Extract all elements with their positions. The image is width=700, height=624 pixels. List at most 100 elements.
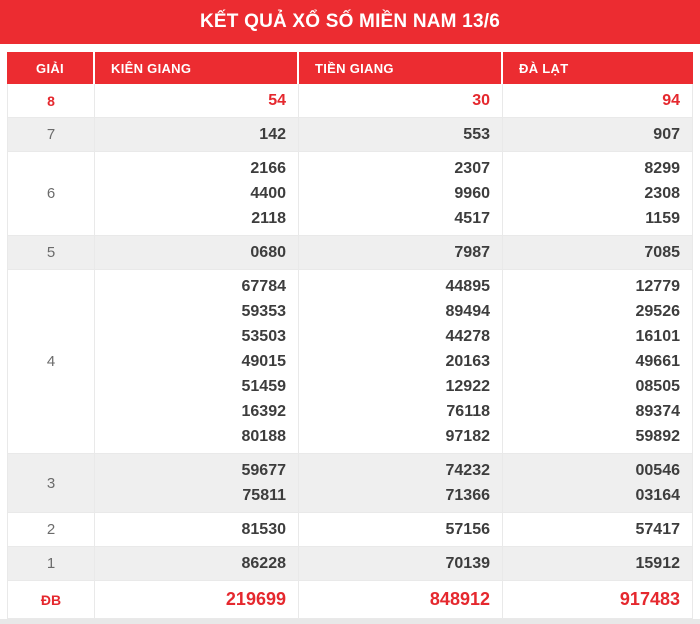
result-cell-tien-giang: 553	[299, 118, 503, 152]
table-row: 5 0680 7987 7085	[7, 236, 693, 270]
bottom-divider	[0, 619, 700, 624]
result-number: 848912	[429, 589, 490, 609]
result-cell-tien-giang: 30	[299, 84, 503, 118]
result-number: 08505	[635, 378, 681, 395]
table-row: 3 59677 75811 74232 71366 00546 03164	[7, 454, 693, 513]
result-number: 142	[259, 126, 286, 143]
result-number: 67784	[241, 278, 287, 295]
result-number: 219699	[225, 589, 286, 609]
result-number: 94	[662, 92, 680, 109]
table-row: 6 2166 4400 2118 2307 9960 4517 8299 2308 1159	[7, 152, 693, 236]
result-cell-kien-giang: 81530	[95, 513, 299, 547]
column-header-kien-giang: KIÊN GIANG	[95, 52, 299, 84]
result-cell-da-lat: 94	[503, 84, 693, 118]
result-number: 1159	[645, 210, 680, 227]
result-number: 16392	[241, 403, 287, 420]
prize-label: ĐB	[7, 581, 95, 619]
results-table: GIẢI KIÊN GIANG TIỀN GIANG ĐÀ LẠT 8 54 30 9…	[7, 52, 693, 619]
result-number: 75811	[242, 487, 286, 504]
result-cell-kien-giang: 2166 4400 2118	[95, 152, 299, 236]
header-row: GIẢI KIÊN GIANG TIỀN GIANG ĐÀ LẠT	[7, 52, 693, 84]
result-number: 15912	[635, 555, 681, 572]
result-cell-tien-giang: 848912	[299, 581, 503, 619]
result-number: 9960	[454, 185, 490, 202]
prize-label: 4	[7, 270, 95, 454]
result-number: 74232	[445, 462, 491, 479]
result-cell-tien-giang: 57156	[299, 513, 503, 547]
table-row: 1 86228 70139 15912	[7, 547, 693, 581]
results-table-body: 8 54 30 94 7 142 553 907 6 2166 4400 2118 2307 9960 45…	[7, 84, 693, 619]
result-number: 2166	[250, 160, 286, 177]
column-header-tien-giang: TIỀN GIANG	[299, 52, 503, 84]
result-cell-tien-giang: 2307 9960 4517	[299, 152, 503, 236]
result-cell-tien-giang: 74232 71366	[299, 454, 503, 513]
result-number: 2308	[644, 185, 680, 202]
result-number: 8299	[644, 160, 680, 177]
result-number: 12922	[445, 378, 491, 395]
result-number: 917483	[619, 589, 680, 609]
result-cell-da-lat: 7085	[503, 236, 693, 270]
result-number: 57417	[635, 521, 681, 538]
result-number: 76118	[446, 403, 490, 420]
result-cell-kien-giang: 86228	[95, 547, 299, 581]
results-table-header: GIẢI KIÊN GIANG TIỀN GIANG ĐÀ LẠT	[7, 52, 693, 84]
result-number: 59677	[241, 462, 287, 479]
result-number: 2307	[454, 160, 490, 177]
result-number: 7987	[454, 244, 490, 261]
result-cell-kien-giang: 0680	[95, 236, 299, 270]
result-cell-tien-giang: 7987	[299, 236, 503, 270]
column-header-prize: GIẢI	[7, 52, 95, 84]
column-header-da-lat: ĐÀ LẠT	[503, 52, 693, 84]
result-cell-kien-giang: 54	[95, 84, 299, 118]
table-row: 4 67784 59353 53503 49015 51459 16392 80188 4489…	[7, 270, 693, 454]
result-number: 89494	[445, 303, 491, 320]
result-number: 553	[463, 126, 490, 143]
result-number: 49661	[635, 353, 681, 370]
result-cell-kien-giang: 59677 75811	[95, 454, 299, 513]
result-number: 71366	[445, 487, 491, 504]
result-number: 44895	[445, 278, 491, 295]
result-number: 44278	[445, 328, 491, 345]
page-title: KẾT QUẢ XỔ SỐ MIỀN NAM 13/6	[200, 11, 500, 32]
result-number: 2118	[251, 210, 286, 227]
result-number: 20163	[445, 353, 491, 370]
table-row: 7 142 553 907	[7, 118, 693, 152]
result-number: 03164	[635, 487, 681, 504]
prize-label: 5	[7, 236, 95, 270]
result-cell-da-lat: 15912	[503, 547, 693, 581]
prize-label: 6	[7, 152, 95, 236]
result-number: 16101	[635, 328, 681, 345]
result-number: 53503	[241, 328, 287, 345]
result-cell-da-lat: 8299 2308 1159	[503, 152, 693, 236]
result-cell-da-lat: 57417	[503, 513, 693, 547]
prize-label: 2	[7, 513, 95, 547]
prize-label: 1	[7, 547, 95, 581]
result-number: 97182	[445, 428, 491, 445]
result-number: 12779	[635, 278, 681, 295]
result-number: 29526	[635, 303, 681, 320]
result-cell-kien-giang: 67784 59353 53503 49015 51459 16392 80188	[95, 270, 299, 454]
page-title-bar: KẾT QUẢ XỔ SỐ MIỀN NAM 13/6	[0, 0, 700, 44]
result-number: 70139	[445, 555, 491, 572]
result-number: 30	[472, 92, 490, 109]
result-cell-da-lat: 12779 29526 16101 49661 08505 89374 59892	[503, 270, 693, 454]
result-cell-da-lat: 00546 03164	[503, 454, 693, 513]
result-cell-kien-giang: 219699	[95, 581, 299, 619]
result-number: 4400	[250, 185, 286, 202]
results-table-container: GIẢI KIÊN GIANG TIỀN GIANG ĐÀ LẠT 8 54 30 9…	[7, 52, 693, 619]
result-number: 89374	[635, 403, 681, 420]
prize-label: 8	[7, 84, 95, 118]
table-row: 8 54 30 94	[7, 84, 693, 118]
result-number: 51459	[241, 378, 287, 395]
result-number: 4517	[454, 210, 490, 227]
result-cell-kien-giang: 142	[95, 118, 299, 152]
prize-label: 7	[7, 118, 95, 152]
result-number: 57156	[445, 521, 491, 538]
result-number: 49015	[241, 353, 287, 370]
result-cell-da-lat: 907	[503, 118, 693, 152]
result-number: 80188	[241, 428, 287, 445]
result-number: 59353	[241, 303, 287, 320]
result-number: 59892	[635, 428, 681, 445]
result-number: 00546	[635, 462, 681, 479]
